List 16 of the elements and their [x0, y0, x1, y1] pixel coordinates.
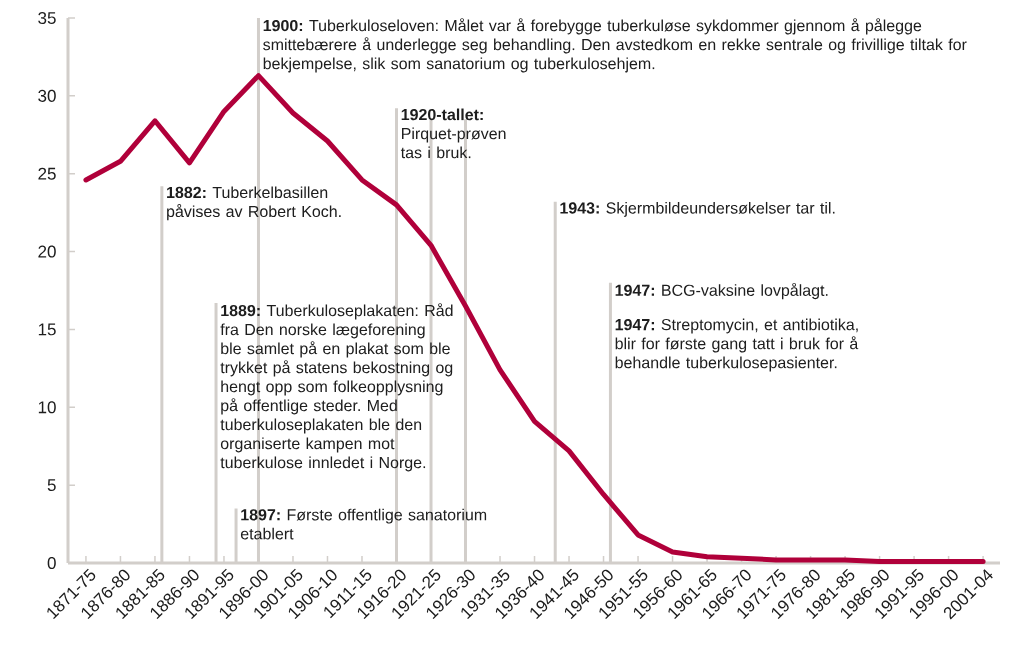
y-tick-label: 30 — [38, 89, 56, 102]
y-tick-label: 0 — [47, 556, 56, 570]
y-tick-label: 20 — [38, 245, 56, 258]
annotation: 1882: Tuberkelbasillen påvises av Robert Koch. — [167, 186, 341, 221]
y-tick-label: 5 — [47, 479, 56, 492]
text: 1889: Tuberkuloseplakaten: Råd fra Den norske lægeforening ble samlet på en plakat som ble trykket på statens bekostning og hengt opp som folkeopplysning på offentlige steder. Med tuberkuloseplakaten ble den organiserte kampen mot tuberkulose innledet i Norge. — [220, 303, 453, 472]
ref-line-label: 1920-tallet: Pirquet-prøven tas i bruk. — [400, 108, 506, 159]
y-tick-label: 10 — [38, 401, 56, 414]
y-tick-label: 15 — [38, 323, 56, 336]
ref-line-label: 1900: Tuberkuloseloven: Målet var å forebygge tuberkuløse sykdommer gjennom å pålegge smittebærere å underlegge seg behandling. Den avstedkom en rekke sentrale og frivillige tiltak for bekjempelse, slik som sanatorium og tuberkulosehjem. — [263, 18, 967, 73]
annotation: 1943: Skjermbildeundersøkelser tar til. — [560, 201, 835, 217]
annotation: 1897: Første offentlige sanatorium etablert — [240, 508, 487, 540]
y-tick-label: 25 — [38, 167, 56, 180]
annotation: 1947: BCG-vaksine lovpålagt. — [615, 282, 828, 300]
y-tick-label: 35 — [38, 11, 56, 25]
annotation: 1947: Streptomycin, et antibiotika, blir for første gang tatt i bruk for å behandle tuberkulosepasienter. — [615, 318, 859, 372]
